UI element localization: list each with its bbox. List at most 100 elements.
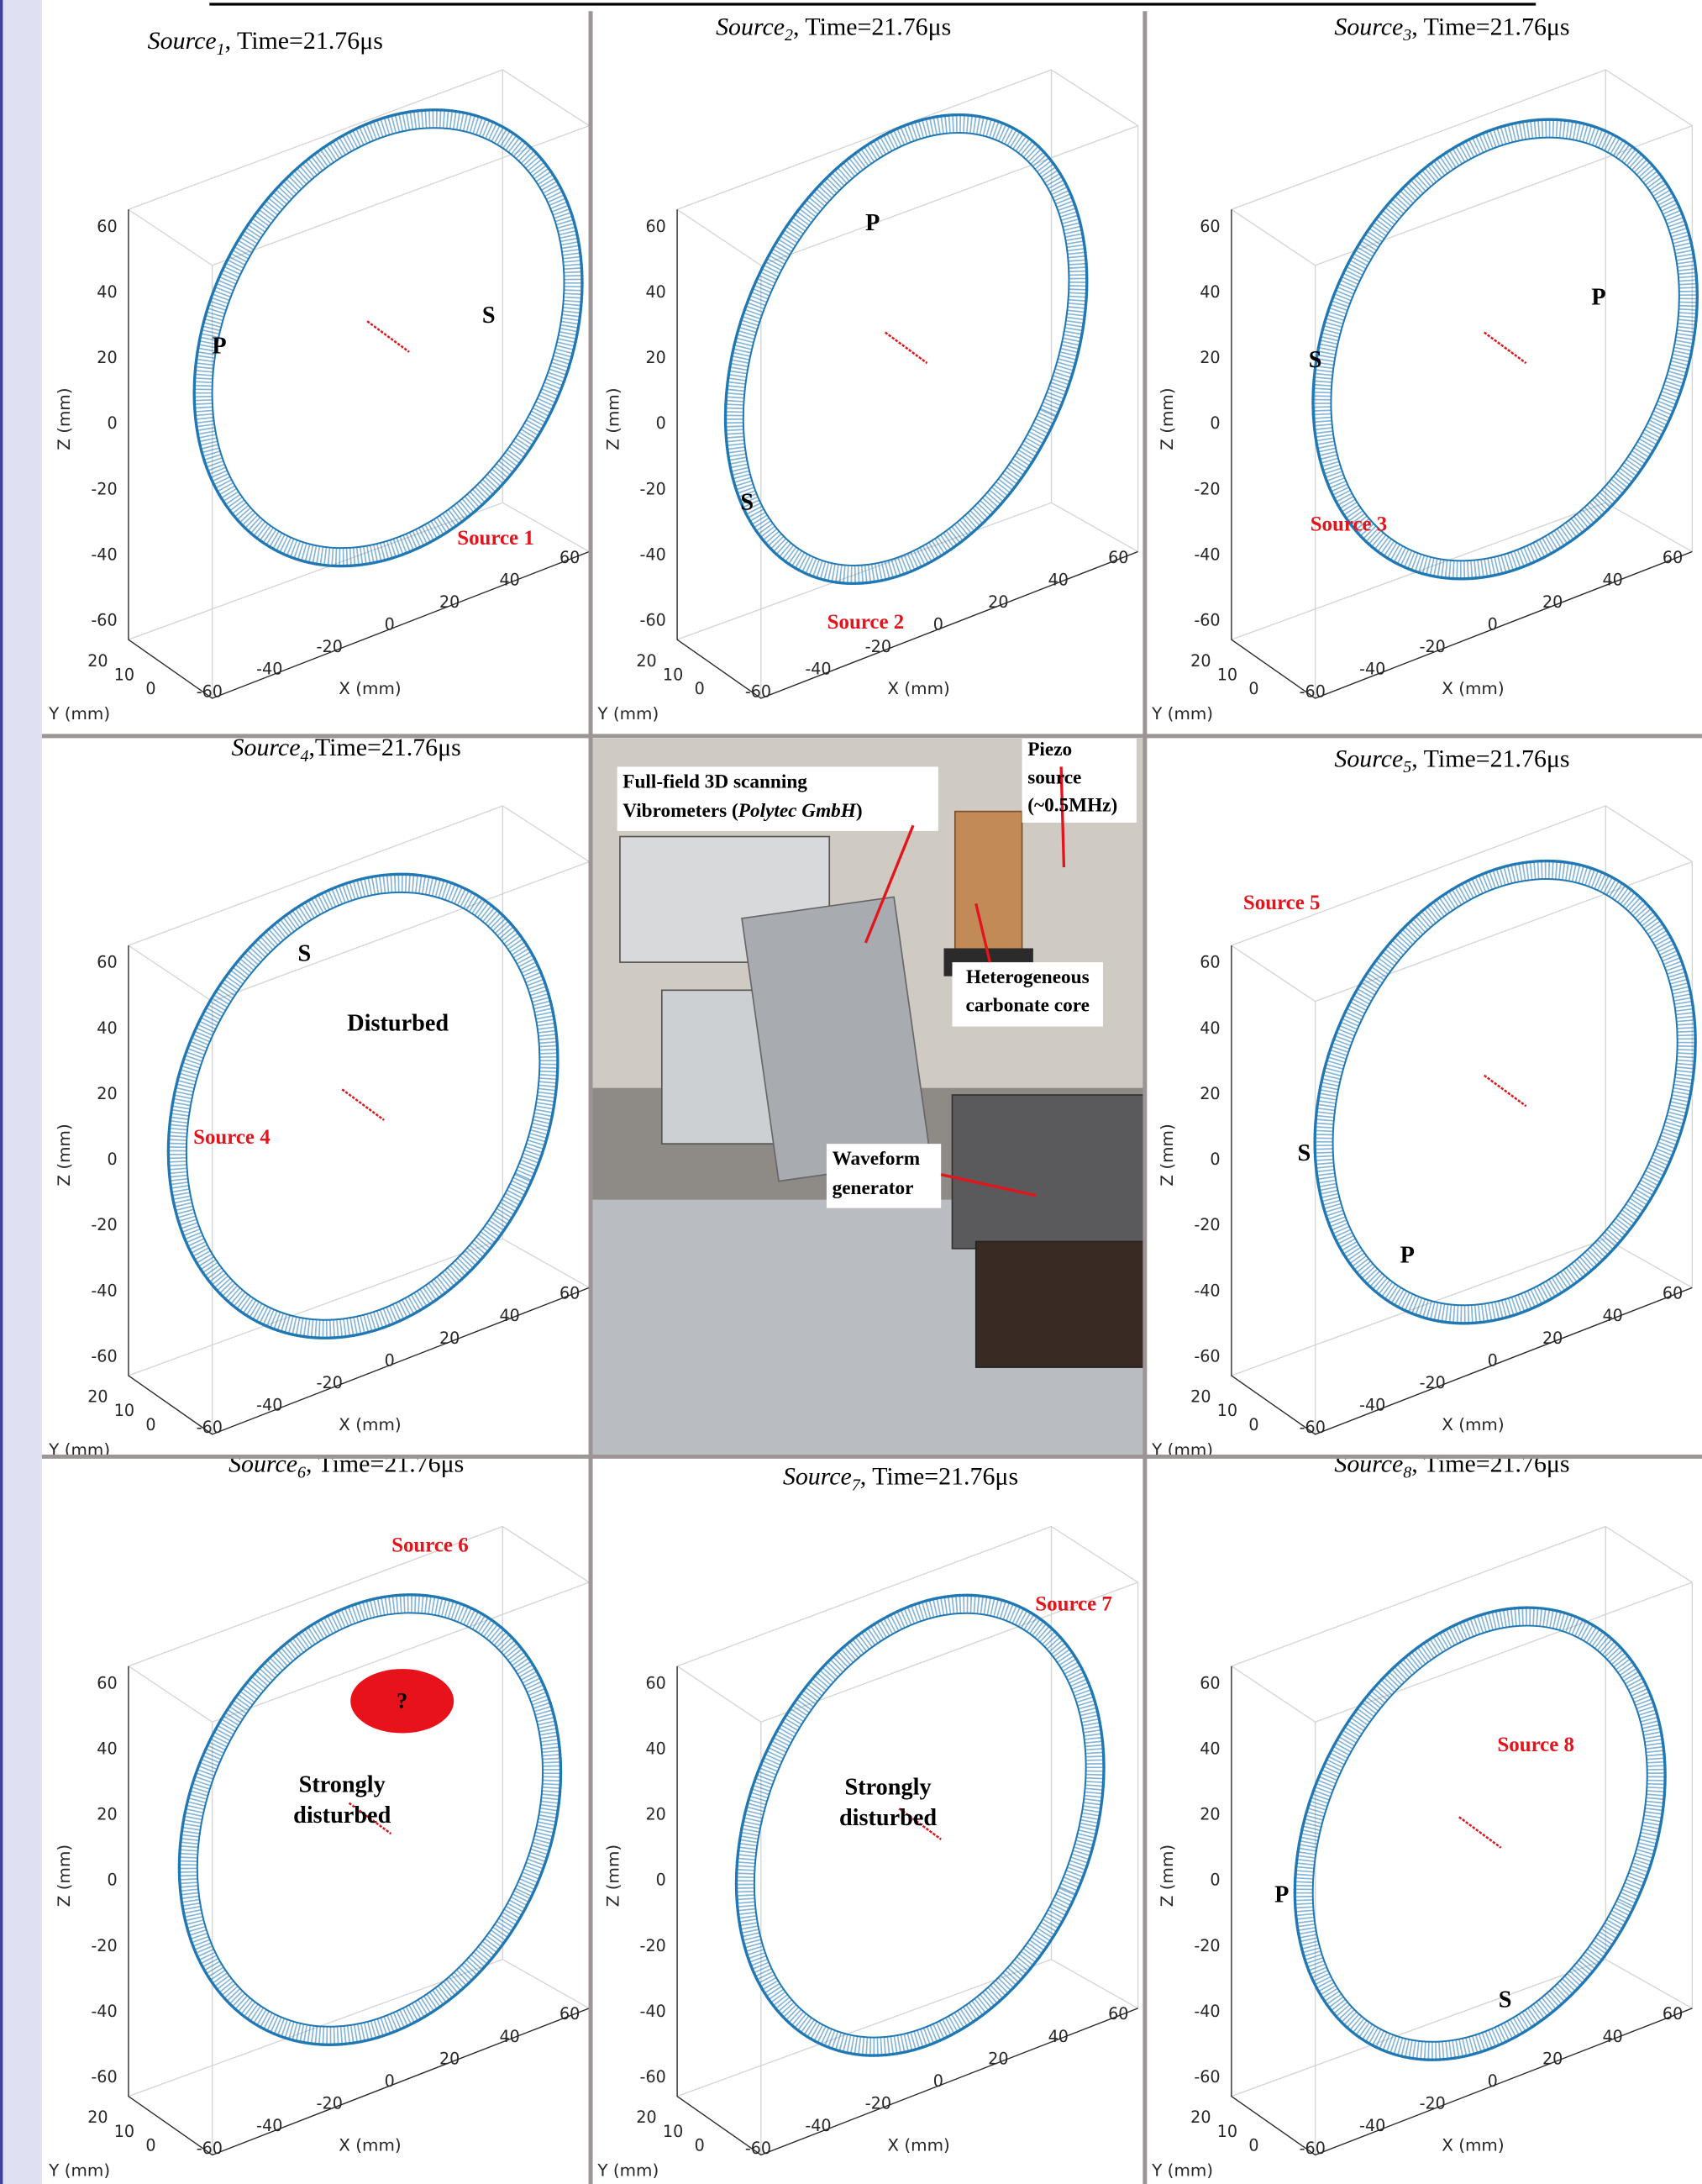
- callout-part: Heterogeneous: [966, 966, 1090, 988]
- x-axis-label: X (mm): [1442, 2134, 1504, 2155]
- z-tick-label: -20: [640, 1936, 666, 1955]
- callout-part: (~0.5MHz): [1027, 795, 1117, 817]
- axis-line: [128, 209, 590, 699]
- ring-edge: [734, 1593, 1106, 2057]
- callout-part: Piezo: [1027, 739, 1072, 760]
- z-axis-label: Z (mm): [602, 387, 622, 450]
- core-sample: [953, 810, 1023, 952]
- wave-label: S: [740, 490, 754, 516]
- title-index: 3: [1402, 26, 1411, 45]
- z-tick-label: 40: [97, 1018, 117, 1038]
- wave-label: S: [482, 303, 496, 329]
- y-axis-label: Y (mm): [596, 703, 659, 724]
- z-tick-label: 20: [97, 1084, 117, 1103]
- z-tick-label: -20: [91, 479, 117, 498]
- x-tick-label: 40: [1602, 570, 1622, 589]
- x-tick-label: -40: [1359, 660, 1385, 679]
- title-source: Source: [716, 13, 785, 41]
- x-tick-label: 40: [1048, 2027, 1069, 2046]
- y-tick-label: 10: [1217, 1401, 1237, 1420]
- x-tick-label: 40: [499, 570, 519, 589]
- callout-arrow: [940, 1173, 1037, 1197]
- center-marker: [1483, 331, 1527, 365]
- x-tick-label: -20: [865, 637, 891, 656]
- z-tick-label: -60: [91, 1346, 117, 1366]
- plot-panel: 60 40 20 0 -20 -40 -60 -60 -40 -20 0 20 40 60 20 10 0 X (…: [1151, 745, 1697, 1460]
- wave-label: P: [1400, 1242, 1415, 1268]
- axes-box: [128, 804, 591, 1435]
- x-tick-label: -40: [256, 1396, 282, 1415]
- title-time: , Time=21.76μs: [1411, 745, 1569, 772]
- callout-part: Waveform: [833, 1148, 921, 1170]
- x-tick-label: 60: [559, 2004, 580, 2023]
- y-tick-label: 10: [114, 2122, 134, 2141]
- x-tick-label: 0: [385, 1350, 395, 1370]
- title-time: , Time=21.76μs: [306, 1450, 464, 1478]
- title-source: Source: [232, 734, 301, 761]
- ring-edge: [1311, 1624, 1648, 2043]
- y-tick-label: 10: [1217, 665, 1237, 684]
- z-tick-label: 60: [645, 217, 665, 236]
- y-tick-label: 20: [1190, 651, 1211, 671]
- y-tick-label: 0: [1248, 2135, 1258, 2155]
- ring-band: [1313, 859, 1697, 1325]
- title-source: Source: [783, 1463, 852, 1491]
- y-axis-label: Y (mm): [48, 2160, 110, 2180]
- x-tick-label: 40: [1048, 570, 1069, 589]
- center-marker: [348, 1802, 392, 1835]
- callout-part: generator: [833, 1177, 914, 1199]
- x-tick-label: -20: [865, 2094, 891, 2113]
- note-label: disturbed: [293, 1802, 391, 1829]
- z-tick-label: 0: [656, 1871, 666, 1890]
- y-axis-label: Y (mm): [1151, 703, 1213, 724]
- x-axis-label: X (mm): [1442, 1414, 1504, 1434]
- z-tick-label: -40: [640, 545, 666, 564]
- callout-text: Full-field 3D scanning: [622, 771, 807, 792]
- y-tick-label: 10: [114, 665, 134, 684]
- callout-box: [826, 1144, 942, 1208]
- z-tick-label: -20: [1194, 1936, 1220, 1955]
- x-tick-label: -20: [317, 637, 343, 656]
- source-label: Source 2: [827, 611, 905, 634]
- axes-box: [128, 68, 591, 699]
- z-tick-label: -40: [1194, 2002, 1220, 2021]
- z-tick-label: 0: [656, 413, 666, 433]
- source-label: Source 6: [391, 1534, 469, 1556]
- z-tick-label: -60: [91, 2067, 117, 2087]
- z-tick-label: 60: [645, 1673, 665, 1692]
- panel-title: Source4,Time=21.76μs: [232, 734, 461, 766]
- center-marker: [884, 331, 928, 365]
- z-tick-label: 40: [97, 1739, 117, 1758]
- ring: [734, 1593, 1106, 2057]
- z-tick-label: 20: [97, 1805, 117, 1824]
- y-tick-label: 20: [636, 651, 656, 671]
- photo: Full-field 3D scanning Vibrometers (Polyt…: [591, 735, 1145, 1455]
- x-tick-label: -20: [317, 1373, 343, 1392]
- ring: [1313, 859, 1697, 1325]
- ring-edge: [1293, 1606, 1667, 2061]
- z-axis-label: Z (mm): [1157, 1124, 1177, 1186]
- x-tick-label: 60: [1108, 548, 1128, 567]
- z-tick-label: -60: [640, 611, 666, 630]
- ring-band: [723, 113, 1089, 586]
- y-tick-label: 20: [87, 1387, 108, 1407]
- wave-label: S: [1309, 347, 1322, 373]
- callout-text: (~0.5MHz): [1027, 795, 1117, 817]
- y-tick-label: 20: [1190, 2108, 1211, 2127]
- y-tick-label: 20: [87, 2108, 108, 2127]
- plot-panel: 60 40 20 0 -20 -40 -60 -60 -40 -20 0 20 40 60 20 10 0 X (…: [1151, 13, 1699, 724]
- x-axis-label: X (mm): [339, 1414, 401, 1434]
- y-tick-label: 0: [1248, 679, 1258, 698]
- z-tick-label: 20: [645, 1805, 665, 1824]
- z-axis-label: Z (mm): [1157, 1845, 1177, 1907]
- z-axis-label: Z (mm): [54, 1124, 74, 1186]
- y-tick-label: 0: [695, 679, 705, 698]
- ring: [1311, 118, 1699, 581]
- y-tick-label: 0: [145, 2135, 155, 2155]
- source-label: Source 8: [1497, 1734, 1574, 1756]
- callout-box: [952, 962, 1103, 1027]
- callout-text: Heterogeneous: [966, 966, 1090, 988]
- title-index: 2: [785, 26, 793, 45]
- ring-band: [177, 1593, 563, 2046]
- y-tick-label: 0: [1248, 1415, 1258, 1434]
